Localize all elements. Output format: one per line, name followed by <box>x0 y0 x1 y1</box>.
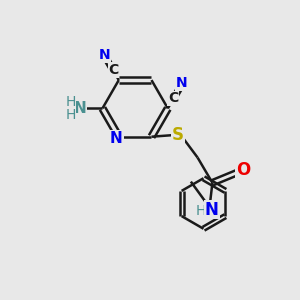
Text: O: O <box>236 161 250 179</box>
Text: H: H <box>65 108 76 122</box>
Text: C: C <box>168 91 178 105</box>
Text: H: H <box>196 204 206 218</box>
Text: N: N <box>110 131 123 146</box>
Text: N: N <box>99 48 110 62</box>
Text: S: S <box>172 126 184 144</box>
Text: C: C <box>108 63 118 77</box>
Text: N: N <box>74 101 86 116</box>
Text: H: H <box>65 95 76 109</box>
Text: N: N <box>205 200 219 218</box>
Text: N: N <box>176 76 188 90</box>
